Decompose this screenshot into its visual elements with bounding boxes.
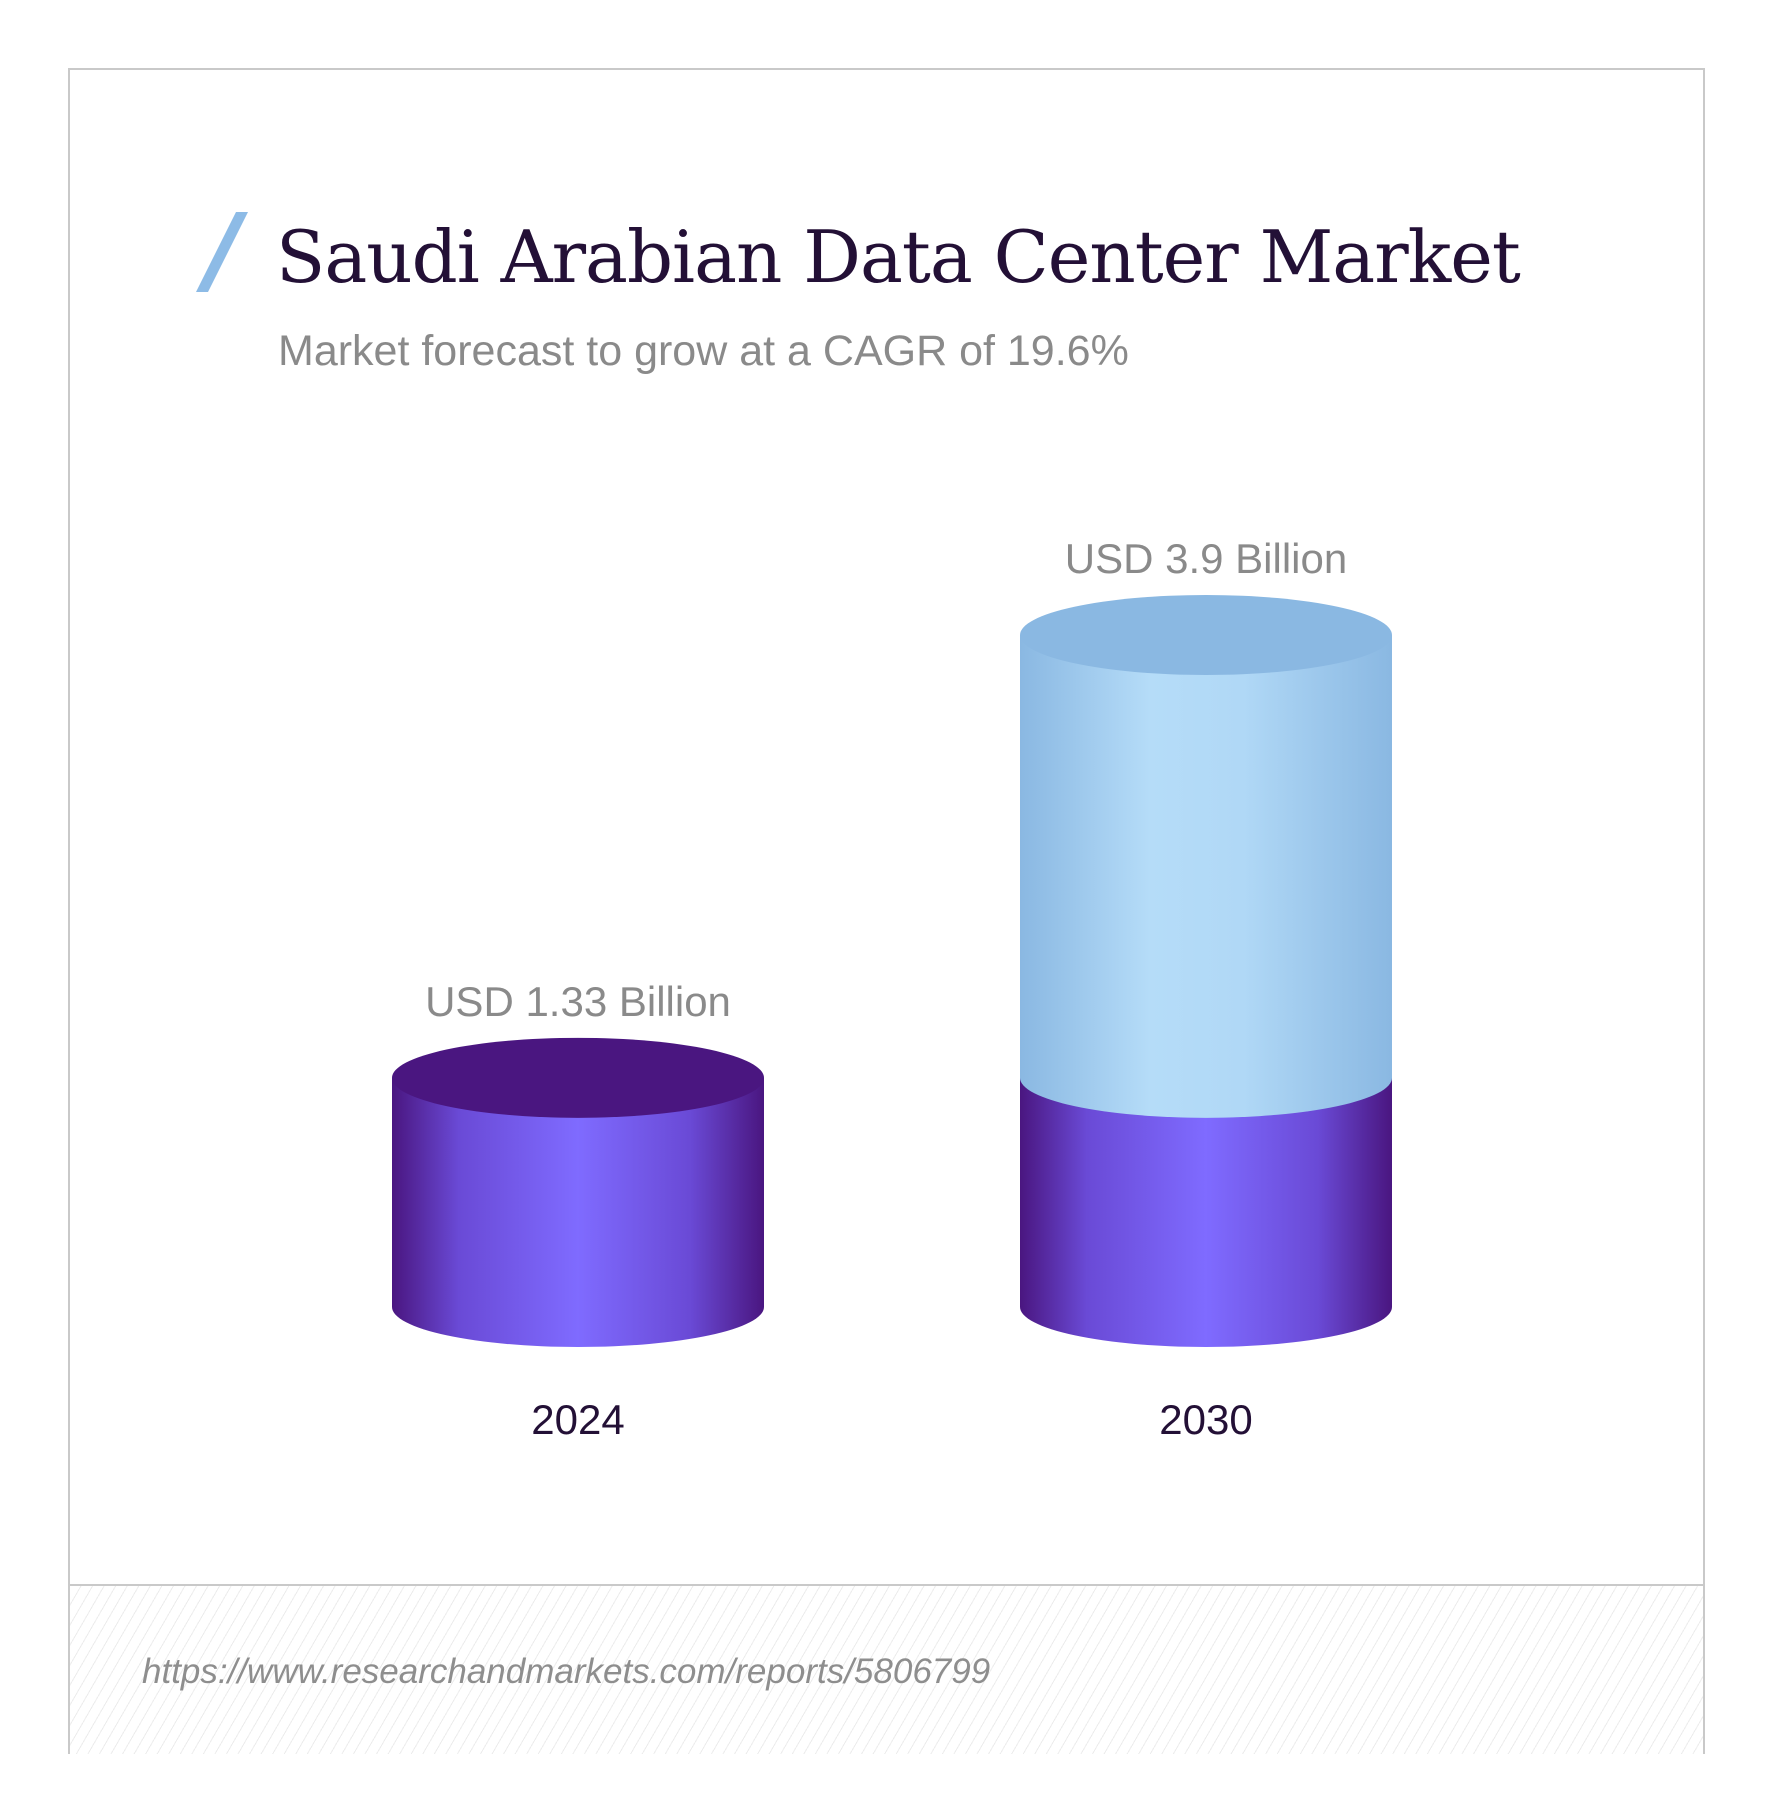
source-url: https://www.researchandmarkets.com/repor… <box>142 1652 991 1691</box>
value-label-2024: USD 1.33 Billion <box>425 978 731 1025</box>
accent-slash-icon <box>196 212 248 292</box>
bar-2024-body <box>392 1077 764 1347</box>
chart-title: Saudi Arabian Data Center Market <box>276 215 1521 299</box>
category-label-2030: 2030 <box>1159 1396 1252 1443</box>
bar-2024-top <box>392 1037 764 1118</box>
bar-2030-top <box>1020 595 1392 675</box>
footer-band <box>70 1584 1703 1754</box>
chart-card <box>68 68 1705 1754</box>
chart-subtitle: Market forecast to grow at a CAGR of 19.… <box>278 327 1129 375</box>
bar-2030-base-segment <box>1020 1077 1392 1347</box>
category-label-2024: 2024 <box>531 1396 624 1443</box>
bar-2030-growth-segment <box>1020 635 1392 1118</box>
value-label-2030: USD 3.9 Billion <box>1065 535 1347 582</box>
